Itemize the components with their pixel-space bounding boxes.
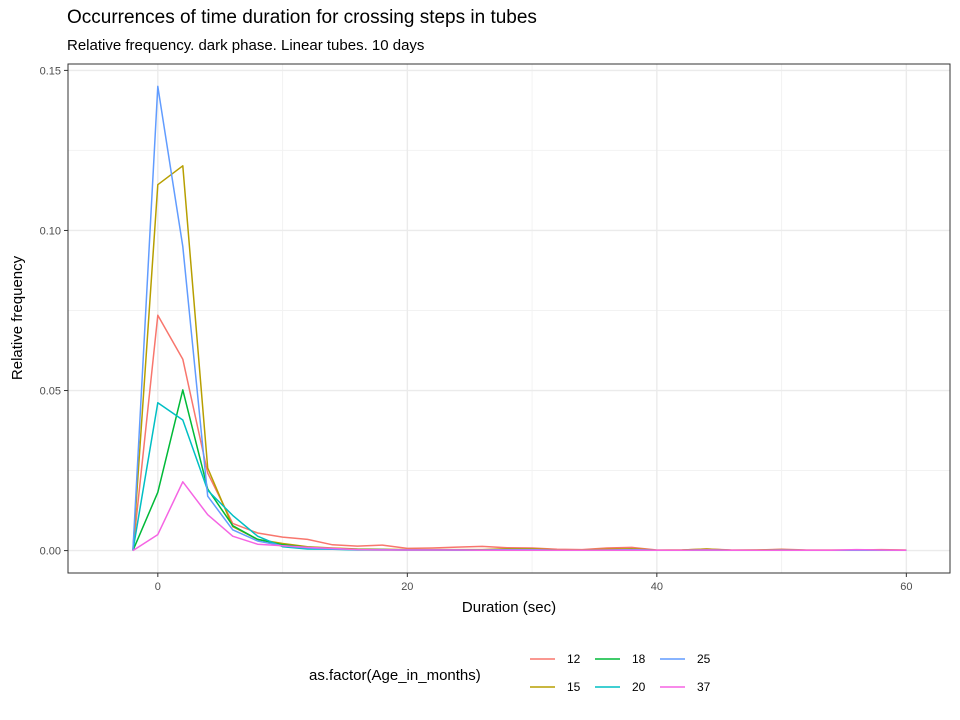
legend-label-18: 18 bbox=[632, 652, 646, 666]
legend-title: as.factor(Age_in_months) bbox=[309, 667, 481, 684]
x-tick-label: 40 bbox=[651, 581, 663, 593]
x-axis-title: Duration (sec) bbox=[462, 599, 556, 616]
legend-label-12: 12 bbox=[567, 652, 581, 666]
y-axis-title: Relative frequency bbox=[9, 255, 26, 380]
plot-panel bbox=[68, 64, 950, 573]
series-lines bbox=[132, 85, 907, 552]
legend-label-37: 37 bbox=[697, 680, 711, 694]
x-tick-label: 20 bbox=[401, 581, 413, 593]
x-axis: 0 20 40 60 bbox=[155, 573, 912, 593]
legend-label-25: 25 bbox=[697, 652, 711, 666]
y-axis: 0.00 0.05 0.10 0.15 bbox=[40, 65, 68, 558]
chart-title: Occurrences of time duration for crossin… bbox=[67, 7, 537, 28]
legend-label-20: 20 bbox=[632, 680, 646, 694]
series-line-37 bbox=[132, 481, 907, 552]
y-tick-label: 0.10 bbox=[40, 225, 61, 237]
chart-subtitle: Relative frequency. dark phase. Linear t… bbox=[67, 37, 425, 54]
x-tick-label: 0 bbox=[155, 581, 161, 593]
y-tick-label: 0.05 bbox=[40, 386, 61, 398]
y-tick-label: 0.00 bbox=[40, 546, 61, 558]
y-tick-label: 0.15 bbox=[40, 65, 61, 77]
plot-border bbox=[67, 63, 951, 574]
minor-grid bbox=[68, 64, 950, 573]
x-tick-label: 60 bbox=[900, 581, 912, 593]
legend: 12 15 18 20 25 37 bbox=[530, 652, 711, 694]
legend-label-15: 15 bbox=[567, 680, 581, 694]
